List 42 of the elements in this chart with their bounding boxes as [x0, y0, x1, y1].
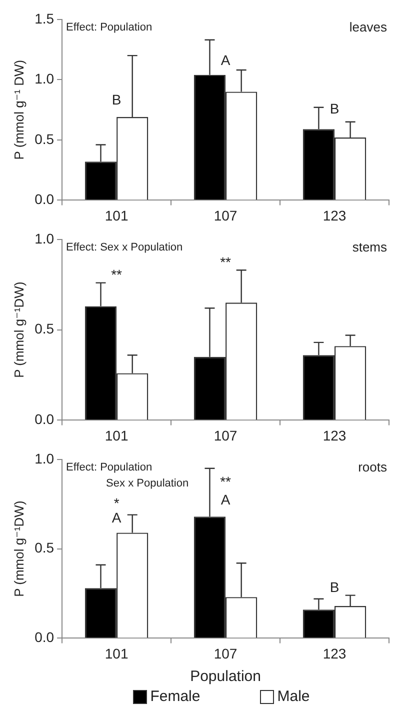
y-tick-label: 0.0: [34, 191, 54, 208]
annotation: Effect: Population: [66, 21, 152, 34]
chart-title: roots: [358, 459, 388, 474]
annotation: A: [220, 491, 231, 508]
x-tick-label: 107: [214, 427, 238, 444]
y-axis-title: P (mmol g⁻¹ DW): [11, 60, 26, 160]
y-tick-label: 0.5: [34, 320, 54, 337]
legend-label: Female: [150, 688, 200, 706]
x-tick-label: 107: [214, 645, 238, 662]
annotation: **: [220, 254, 232, 270]
x-tick-label: 123: [322, 427, 346, 444]
y-tick-label: 0.5: [34, 540, 54, 556]
y-axis-title: P (mmol g⁻¹DW): [11, 282, 26, 378]
y-tick-label: 1.5: [34, 10, 54, 26]
x-axis-title: Population: [190, 668, 261, 686]
annotation: *: [114, 494, 120, 511]
x-tick-label: 123: [322, 207, 346, 224]
annotation: B: [330, 578, 340, 595]
annotation: **: [111, 266, 123, 282]
annotation: A: [112, 509, 122, 526]
annotation: **: [220, 474, 232, 490]
y-tick-label: 0.0: [34, 411, 54, 428]
x-tick-label: 101: [104, 427, 128, 444]
annotation: B: [330, 100, 340, 117]
y-tick-label: 0.5: [34, 130, 54, 147]
annotation: B: [112, 92, 122, 108]
y-tick-label: 1.0: [34, 450, 54, 466]
annotation: A: [220, 52, 231, 68]
chart-title: leaves: [349, 19, 388, 34]
x-tick-label: 101: [104, 645, 128, 662]
y-axis-title: P (mmol g⁻¹DW): [11, 500, 26, 597]
annotation: Sex x Population: [106, 477, 189, 490]
x-tick-label: 123: [322, 645, 346, 662]
legend-label: Male: [277, 688, 310, 706]
annotation: Effect: Population: [66, 461, 152, 474]
x-tick-label: 107: [214, 207, 238, 224]
chart-title: stems: [352, 239, 388, 254]
x-tick-label: 101: [104, 207, 128, 224]
annotation: Effect: Sex x Population: [66, 241, 183, 254]
y-tick-label: 1.0: [34, 230, 54, 246]
y-tick-label: 1.0: [34, 70, 54, 87]
y-tick-label: 0.0: [34, 629, 54, 646]
